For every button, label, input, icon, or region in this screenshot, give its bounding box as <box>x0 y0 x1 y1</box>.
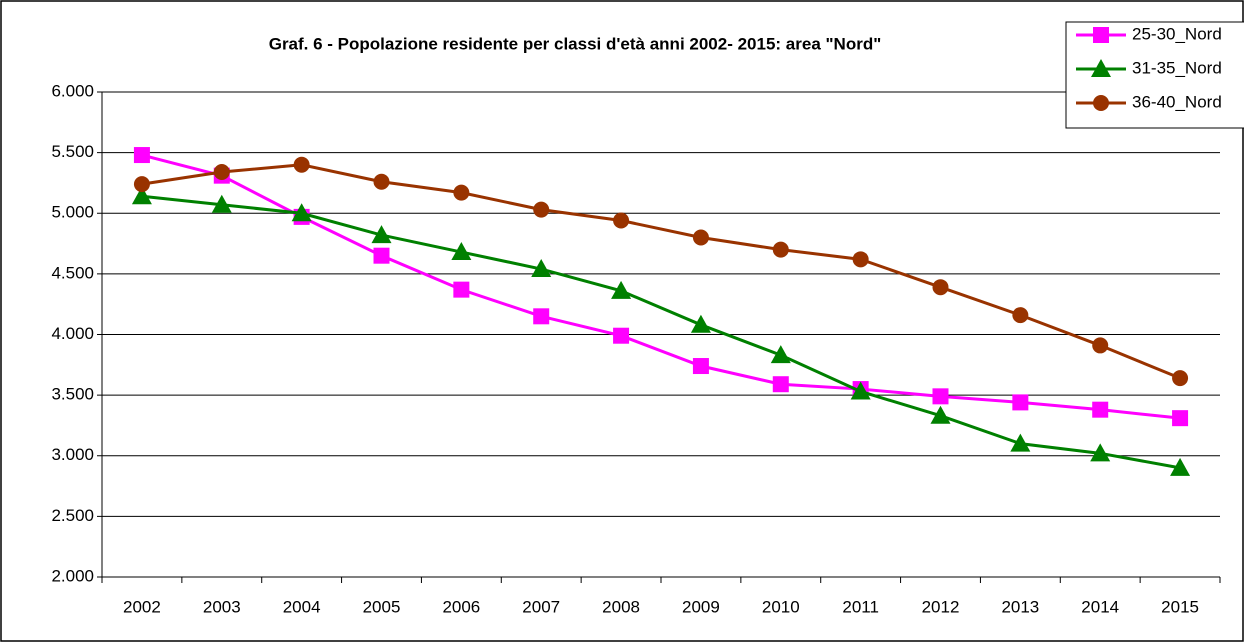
marker <box>213 164 230 181</box>
x-tick-label: 2012 <box>922 597 960 616</box>
marker <box>533 201 550 218</box>
x-tick-label: 2008 <box>602 597 640 616</box>
marker <box>453 184 470 201</box>
marker <box>211 194 232 213</box>
y-tick-label: 6.000 <box>51 81 94 100</box>
marker <box>1010 433 1031 452</box>
marker <box>1012 394 1029 411</box>
marker <box>1172 410 1189 427</box>
y-tick-label: 2.000 <box>51 566 94 585</box>
marker <box>133 176 150 193</box>
x-tick-label: 2002 <box>123 597 161 616</box>
marker <box>131 186 152 205</box>
marker <box>1093 95 1109 111</box>
marker <box>772 376 789 393</box>
marker <box>1170 457 1191 476</box>
y-tick-label: 3.500 <box>51 385 94 404</box>
x-tick-label: 2003 <box>203 597 241 616</box>
marker <box>613 327 630 344</box>
x-tick-label: 2009 <box>682 597 720 616</box>
y-tick-label: 5.000 <box>51 203 94 222</box>
marker <box>533 308 550 325</box>
x-tick-label: 2014 <box>1081 597 1119 616</box>
marker <box>772 241 789 258</box>
marker <box>1091 59 1111 77</box>
marker <box>611 280 632 299</box>
x-tick-label: 2015 <box>1161 597 1199 616</box>
marker <box>453 281 470 298</box>
marker <box>371 225 392 244</box>
x-tick-label: 2013 <box>1001 597 1039 616</box>
series-line <box>141 153 1181 420</box>
series-line <box>141 194 1181 470</box>
marker <box>373 173 390 190</box>
legend: 25-30_Nord 31-35_Nord 36-40_Nord <box>1065 21 1244 129</box>
x-tick-label: 2004 <box>283 597 321 616</box>
marker <box>291 203 312 222</box>
marker <box>531 259 552 278</box>
marker <box>692 229 709 246</box>
x-tick-label: 2011 <box>842 597 879 616</box>
marker <box>850 381 871 400</box>
chart-title: Graf. 6 - Popolazione residente per clas… <box>269 34 882 53</box>
y-tick-label: 4.500 <box>51 263 94 282</box>
marker <box>1092 401 1109 418</box>
marker <box>852 251 869 268</box>
marker <box>1012 307 1029 324</box>
marker <box>770 345 791 364</box>
marker <box>293 156 310 173</box>
x-tick-label: 2005 <box>363 597 401 616</box>
legend-label: 31-35_Nord <box>1132 58 1222 77</box>
marker <box>1172 370 1189 387</box>
y-tick-label: 4.000 <box>51 324 94 343</box>
y-tick-label: 3.000 <box>51 445 94 464</box>
marker <box>1092 337 1109 354</box>
x-tick-label: 2006 <box>442 597 480 616</box>
marker <box>613 212 630 229</box>
legend-label: 25-30_Nord <box>1132 24 1222 43</box>
marker <box>930 405 951 424</box>
marker <box>451 242 472 261</box>
marker <box>1093 27 1109 43</box>
x-tick-label: 2010 <box>762 597 800 616</box>
marker <box>690 314 711 333</box>
marker <box>133 147 150 164</box>
legend-label: 36-40_Nord <box>1132 92 1222 111</box>
x-tick-label: 2007 <box>522 597 560 616</box>
y-tick-label: 5.500 <box>51 142 94 161</box>
marker <box>932 388 949 405</box>
y-tick-label: 2.500 <box>51 506 94 525</box>
marker <box>692 358 709 375</box>
marker <box>1090 443 1111 462</box>
series-line <box>141 163 1181 380</box>
marker <box>373 247 390 264</box>
marker <box>932 279 949 296</box>
